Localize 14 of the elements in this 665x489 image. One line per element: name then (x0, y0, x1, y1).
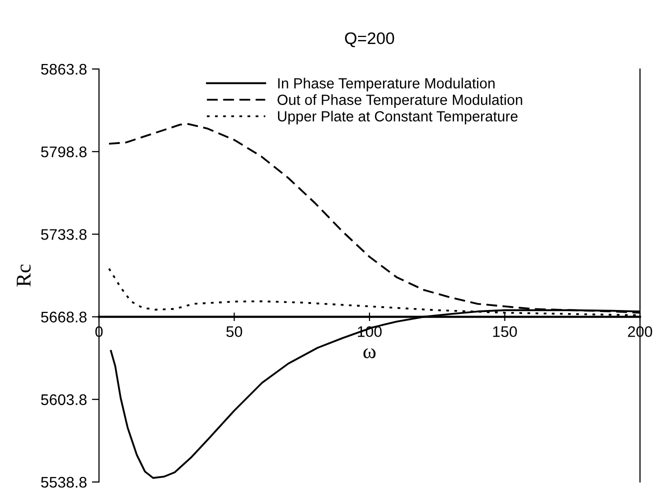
chart-title: Q=200 (345, 32, 394, 48)
y-tick-label: 5798.8 (41, 146, 87, 158)
x-axis-title: ω (363, 348, 376, 358)
x-tick-label: 50 (226, 326, 242, 338)
y-tick-label: 5603.8 (41, 394, 87, 406)
y-tick-label: 5538.8 (41, 476, 87, 488)
legend-label: Upper Plate at Constant Temperature (278, 110, 518, 124)
x-tick-label: 150 (493, 326, 517, 338)
legend-label: Out of Phase Temperature Modulation (278, 94, 522, 108)
y-tick-label: 5733.8 (41, 229, 87, 240)
y-axis-title: Rc (16, 264, 31, 286)
legend-label: In Phase Temperature Modulation (278, 78, 495, 92)
y-tick-label: 5863.8 (41, 64, 87, 75)
y-tick-label: 5668.8 (41, 312, 87, 322)
